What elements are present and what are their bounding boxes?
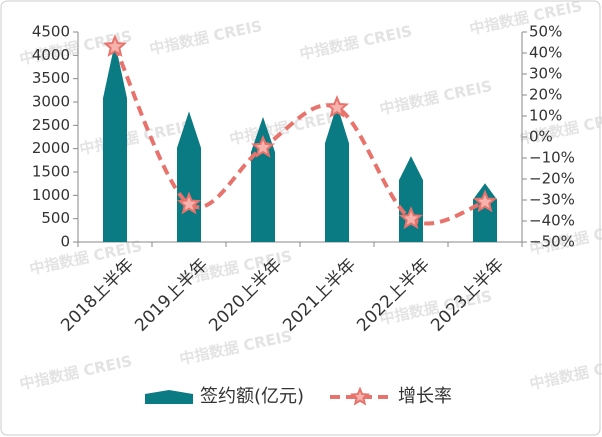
y-tick-label: 500 bbox=[41, 209, 70, 227]
bar bbox=[103, 42, 127, 243]
line-marker bbox=[251, 134, 275, 158]
legend-swatch bbox=[145, 390, 193, 404]
legend-label: 签约额(亿元) bbox=[200, 386, 304, 407]
y2-tick-label: −30% bbox=[529, 191, 575, 209]
y2-tick-label: 10% bbox=[529, 107, 562, 125]
y-tick-label: 2500 bbox=[32, 116, 70, 134]
y2-tick-label: 20% bbox=[529, 86, 562, 104]
y2-tick-label: −40% bbox=[529, 212, 575, 230]
y2-tick-label: 30% bbox=[529, 65, 562, 83]
y-tick-label: 4500 bbox=[32, 23, 70, 41]
bar bbox=[325, 104, 349, 242]
line-marker bbox=[177, 191, 201, 215]
y2-tick-label: −20% bbox=[529, 170, 575, 188]
line-marker bbox=[103, 34, 127, 57]
y-tick-label: 3000 bbox=[32, 93, 70, 111]
y2-tick-label: 0% bbox=[529, 128, 553, 146]
y-tick-label: 3500 bbox=[32, 69, 70, 87]
y2-tick-label: −50% bbox=[529, 233, 575, 251]
y2-tick-label: −10% bbox=[529, 149, 575, 167]
line-marker bbox=[473, 189, 497, 213]
legend-swatch bbox=[349, 386, 371, 406]
legend-label: 增长率 bbox=[398, 386, 452, 407]
y2-tick-label: 50% bbox=[529, 23, 562, 41]
y-tick-label: 4000 bbox=[32, 46, 70, 64]
y-tick-label: 0 bbox=[60, 233, 70, 251]
line-marker bbox=[399, 206, 423, 230]
y2-tick-label: 40% bbox=[529, 44, 562, 62]
y-tick-label: 1500 bbox=[32, 163, 70, 181]
line-marker bbox=[325, 94, 349, 118]
y-tick-label: 1000 bbox=[32, 186, 70, 204]
y-tick-label: 2000 bbox=[32, 139, 70, 157]
